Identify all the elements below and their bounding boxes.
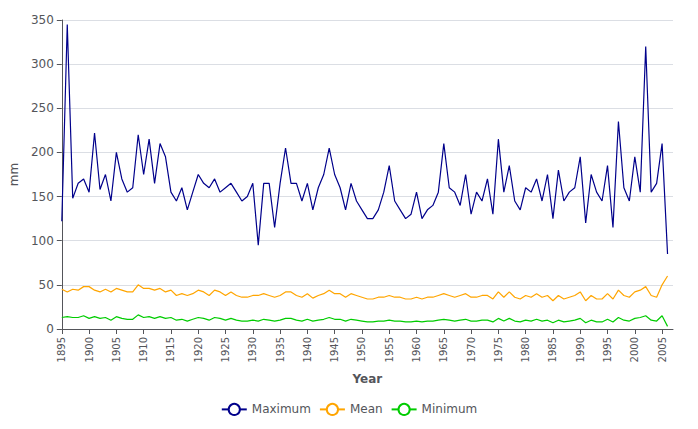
svg-text:1945: 1945 bbox=[329, 337, 340, 362]
svg-text:100: 100 bbox=[31, 234, 54, 248]
svg-text:1905: 1905 bbox=[111, 337, 122, 362]
svg-text:mm: mm bbox=[7, 163, 21, 186]
svg-text:1920: 1920 bbox=[193, 337, 204, 362]
svg-text:Mean: Mean bbox=[350, 402, 383, 416]
svg-text:1940: 1940 bbox=[302, 337, 313, 362]
svg-text:1900: 1900 bbox=[84, 337, 95, 362]
svg-text:2005: 2005 bbox=[657, 337, 668, 362]
svg-text:1950: 1950 bbox=[356, 337, 367, 362]
svg-text:1960: 1960 bbox=[411, 337, 422, 362]
svg-text:Year: Year bbox=[352, 372, 383, 386]
svg-text:1955: 1955 bbox=[384, 337, 395, 362]
svg-text:Maximum: Maximum bbox=[252, 402, 311, 416]
svg-text:350: 350 bbox=[31, 13, 54, 27]
svg-text:1935: 1935 bbox=[275, 337, 286, 362]
svg-text:1915: 1915 bbox=[165, 337, 176, 362]
svg-text:1910: 1910 bbox=[138, 337, 149, 362]
svg-text:Minimum: Minimum bbox=[422, 402, 478, 416]
svg-text:150: 150 bbox=[31, 190, 54, 204]
svg-text:250: 250 bbox=[31, 101, 54, 115]
svg-text:2000: 2000 bbox=[629, 337, 640, 362]
svg-text:200: 200 bbox=[31, 145, 54, 159]
svg-text:1930: 1930 bbox=[247, 337, 258, 362]
svg-text:1980: 1980 bbox=[520, 337, 531, 362]
svg-text:300: 300 bbox=[31, 57, 54, 71]
svg-text:1895: 1895 bbox=[56, 337, 67, 362]
svg-text:1925: 1925 bbox=[220, 337, 231, 362]
svg-text:0: 0 bbox=[46, 322, 54, 336]
svg-text:1990: 1990 bbox=[575, 337, 586, 362]
svg-text:1965: 1965 bbox=[438, 337, 449, 362]
svg-text:1985: 1985 bbox=[547, 337, 558, 362]
svg-text:50: 50 bbox=[39, 278, 54, 292]
svg-text:1970: 1970 bbox=[466, 337, 477, 362]
svg-text:1995: 1995 bbox=[602, 337, 613, 362]
svg-text:1975: 1975 bbox=[493, 337, 504, 362]
